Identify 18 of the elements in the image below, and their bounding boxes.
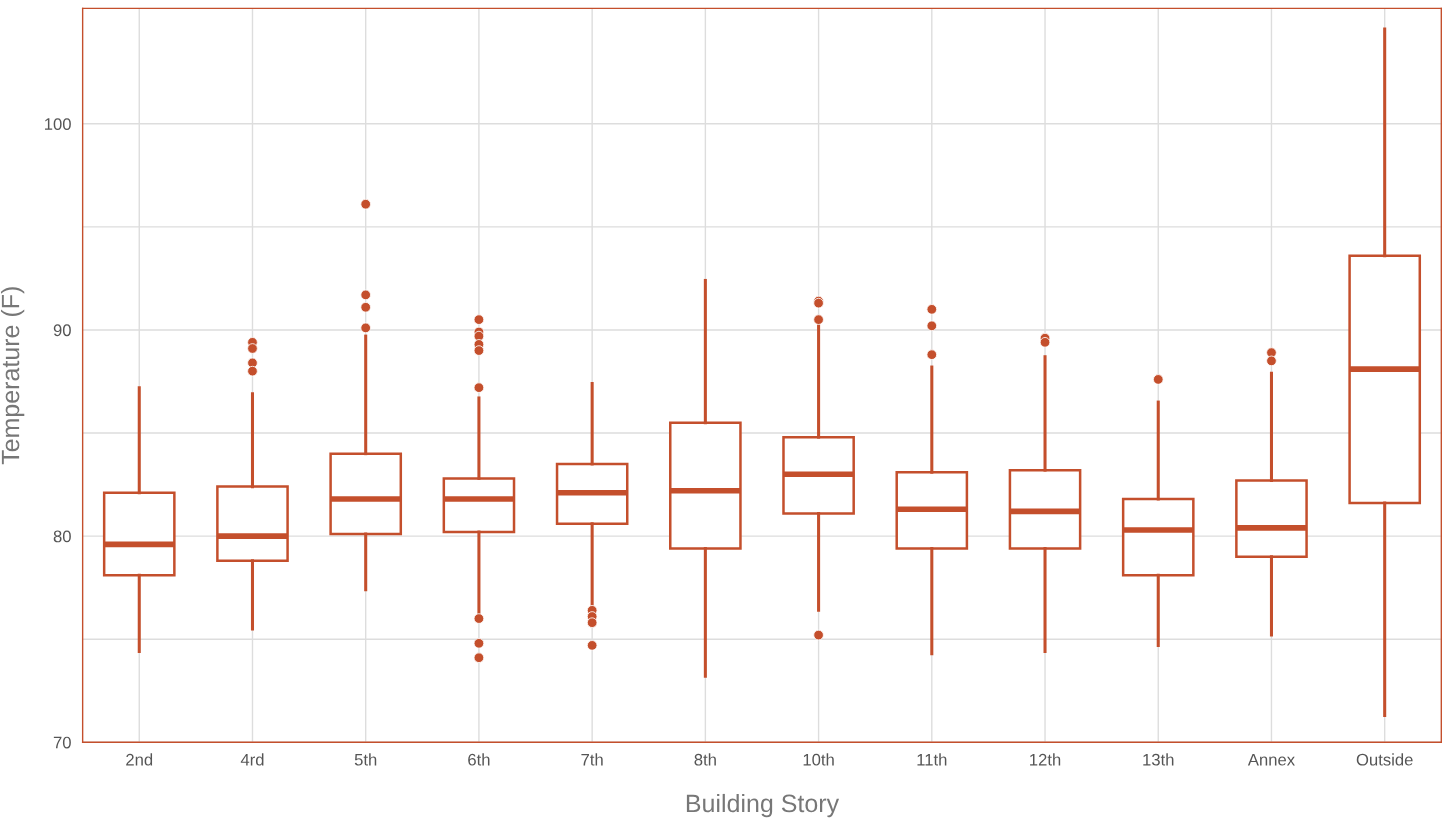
y-axis-title: Temperature (F) <box>0 287 25 465</box>
x-tick-label: 10th <box>803 753 834 766</box>
y-tick-label: 90 <box>53 324 71 337</box>
x-tick-label: 4rd <box>240 753 264 766</box>
y-tick-label: 70 <box>53 736 71 749</box>
y-tick-label: 100 <box>45 118 71 130</box>
x-tick-label: 8th <box>694 753 716 766</box>
x-tick-label: 6th <box>468 753 490 766</box>
x-tick-label: 2nd <box>126 753 153 766</box>
x-axis-title: Building Story <box>686 793 840 818</box>
x-tick-label: 13th <box>1143 753 1174 766</box>
x-tick-label: 5th <box>354 753 377 766</box>
x-tick-label: Outside <box>1356 753 1413 766</box>
x-tick-label: 12th <box>1030 753 1061 766</box>
x-tick-label: 11th <box>917 753 947 766</box>
y-tick-label: 80 <box>53 530 71 543</box>
x-tick-label: 7th <box>581 753 603 766</box>
x-tick-label: Annex <box>1247 753 1295 766</box>
